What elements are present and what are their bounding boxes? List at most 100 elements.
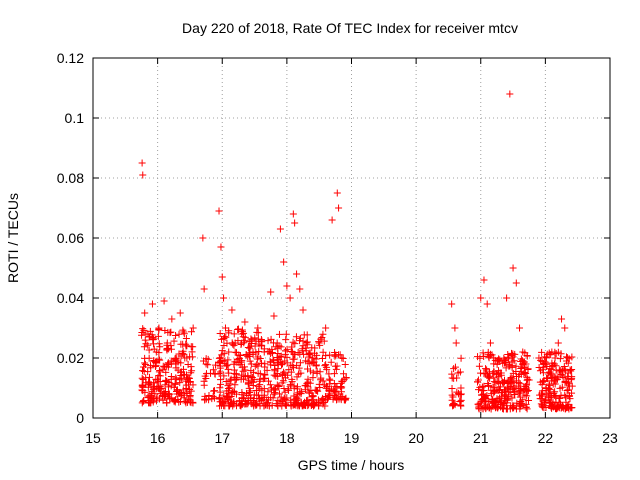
data-point <box>282 330 290 338</box>
x-tick-label: 18 <box>279 430 295 446</box>
data-point <box>245 351 253 359</box>
data-point <box>556 384 564 392</box>
data-point <box>566 366 574 374</box>
data-point <box>483 371 491 379</box>
data-point <box>241 318 249 326</box>
data-point <box>506 90 514 98</box>
data-point <box>304 365 312 373</box>
data-point <box>220 350 228 358</box>
data-point <box>325 370 333 378</box>
data-point <box>253 398 261 406</box>
data-point <box>541 397 549 405</box>
data-point <box>448 385 456 393</box>
data-point <box>509 369 517 377</box>
data-point <box>545 369 553 377</box>
data-point <box>177 368 185 376</box>
data-point <box>500 399 508 407</box>
data-point <box>337 384 345 392</box>
data-point <box>562 398 570 406</box>
data-point <box>267 384 275 392</box>
data-point <box>182 340 190 348</box>
data-point <box>225 348 233 356</box>
y-tick-label: 0.06 <box>57 230 84 246</box>
data-point <box>170 337 178 345</box>
data-point <box>171 397 179 405</box>
data-point <box>271 385 279 393</box>
data-point <box>161 381 169 389</box>
data-point <box>218 398 226 406</box>
data-point <box>180 330 188 338</box>
data-point <box>139 325 147 333</box>
data-point <box>453 388 461 396</box>
data-point <box>159 396 167 404</box>
data-point <box>550 377 558 385</box>
data-point <box>288 348 296 356</box>
data-point <box>283 345 291 353</box>
data-point <box>256 370 264 378</box>
data-point <box>235 397 243 405</box>
data-point <box>289 210 297 218</box>
data-point <box>282 336 290 344</box>
data-point <box>200 377 208 385</box>
data-point <box>218 273 226 281</box>
data-point <box>175 330 183 338</box>
data-point <box>341 360 349 368</box>
data-point <box>224 395 232 403</box>
data-point <box>236 361 244 369</box>
data-point <box>480 276 488 284</box>
data-point <box>260 402 268 410</box>
data-point <box>326 390 334 398</box>
data-point <box>501 358 509 366</box>
data-point <box>141 309 149 317</box>
data-point <box>215 370 223 378</box>
data-point <box>561 324 569 332</box>
data-point <box>217 376 225 384</box>
data-point <box>234 325 242 333</box>
data-point <box>287 382 295 390</box>
data-point <box>176 309 184 317</box>
data-point <box>149 334 157 342</box>
data-point <box>541 360 549 368</box>
data-point <box>450 365 458 373</box>
data-point <box>187 387 195 395</box>
data-point <box>179 326 187 334</box>
data-point <box>140 367 148 375</box>
data-point <box>249 396 257 404</box>
data-point <box>216 384 224 392</box>
data-point <box>141 360 149 368</box>
data-point <box>502 405 510 413</box>
data-point <box>512 279 520 287</box>
data-point <box>185 395 193 403</box>
data-point <box>513 399 521 407</box>
data-point <box>238 330 246 338</box>
data-point <box>225 369 233 377</box>
data-point <box>216 364 224 372</box>
data-point <box>181 354 189 362</box>
data-point <box>320 337 328 345</box>
data-point <box>189 398 197 406</box>
data-point <box>276 358 284 366</box>
data-point <box>186 385 194 393</box>
data-point <box>335 395 343 403</box>
data-point <box>189 381 197 389</box>
data-point <box>165 390 173 398</box>
data-point <box>301 401 309 409</box>
data-point <box>228 399 236 407</box>
data-point <box>231 381 239 389</box>
data-point <box>249 382 257 390</box>
data-point <box>145 380 153 388</box>
data-point <box>492 378 500 386</box>
data-point <box>177 368 185 376</box>
data-point <box>217 243 225 251</box>
data-point <box>258 386 266 394</box>
data-point <box>553 404 561 412</box>
data-point <box>457 391 465 399</box>
data-point <box>285 386 293 394</box>
data-point <box>156 356 164 364</box>
data-point <box>145 346 153 354</box>
data-point <box>148 331 156 339</box>
data-point <box>523 351 531 359</box>
data-point <box>140 326 148 334</box>
data-point <box>318 333 326 341</box>
data-point <box>216 330 224 338</box>
